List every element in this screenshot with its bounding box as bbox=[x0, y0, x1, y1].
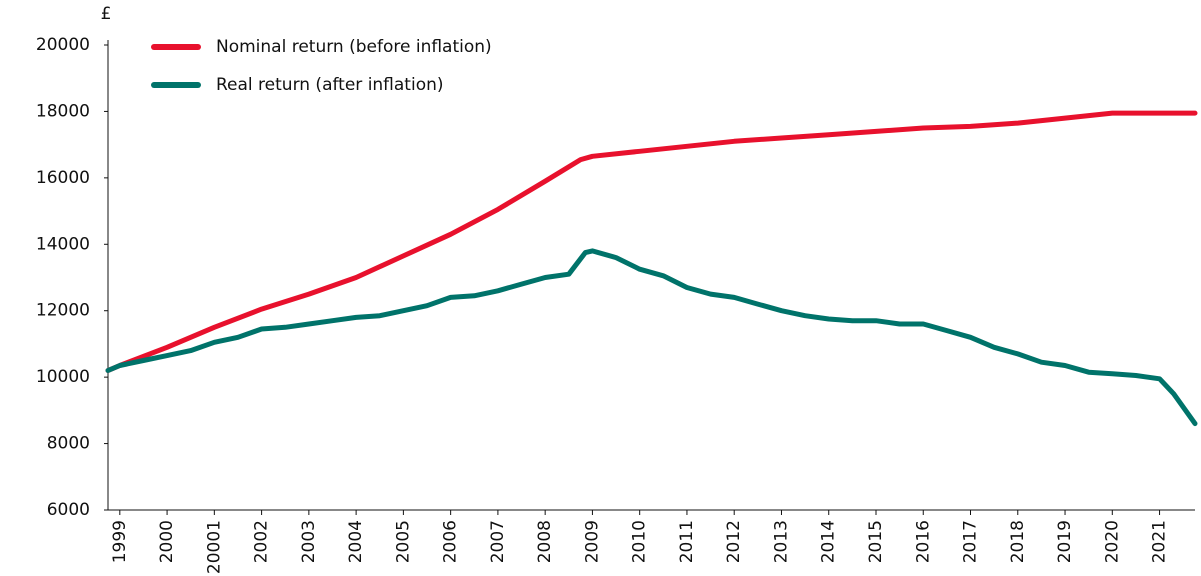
x-tick-label: 2015 bbox=[866, 520, 886, 563]
x-tick-label: 2014 bbox=[819, 520, 839, 563]
y-tick-label: 14000 bbox=[36, 234, 90, 254]
y-tick-label: 20000 bbox=[36, 35, 90, 55]
x-tick-label: 2000 bbox=[157, 520, 177, 563]
y-tick-label: 10000 bbox=[36, 367, 90, 387]
x-tick-label: 1999 bbox=[110, 520, 130, 563]
x-tick-label: 2019 bbox=[1055, 520, 1075, 563]
x-tick-label: 2010 bbox=[630, 520, 650, 563]
x-tick-label: 20001 bbox=[204, 520, 224, 574]
y-tick-label: 6000 bbox=[47, 500, 90, 520]
x-tick-label: 2018 bbox=[1008, 520, 1028, 563]
x-tick-label: 2003 bbox=[299, 520, 319, 563]
x-tick-label: 2017 bbox=[961, 520, 981, 563]
x-tick-label: 2011 bbox=[677, 520, 697, 563]
x-tick-label: 2012 bbox=[724, 520, 744, 563]
x-tick-label: 2020 bbox=[1102, 520, 1122, 563]
y-tick-label: 8000 bbox=[47, 434, 90, 454]
legend-label: Nominal return (before inflation) bbox=[216, 37, 492, 57]
y-axis-label: £ bbox=[101, 4, 112, 24]
y-tick-label: 12000 bbox=[36, 301, 90, 321]
x-tick-label: 2009 bbox=[582, 520, 602, 563]
x-tick-label: 2004 bbox=[346, 520, 366, 563]
x-tick-label: 2021 bbox=[1150, 520, 1170, 563]
y-tick-label: 16000 bbox=[36, 168, 90, 188]
legend-label: Real return (after inflation) bbox=[216, 75, 444, 95]
x-tick-label: 2008 bbox=[535, 520, 555, 563]
y-tick-label: 18000 bbox=[36, 101, 90, 121]
x-tick-label: 2002 bbox=[252, 520, 272, 563]
x-tick-label: 2007 bbox=[488, 520, 508, 563]
x-tick-label: 2006 bbox=[441, 520, 461, 563]
x-tick-label: 2016 bbox=[913, 520, 933, 563]
series-line bbox=[105, 110, 1198, 373]
x-tick-label: 2013 bbox=[771, 520, 791, 563]
series-line bbox=[105, 248, 1198, 427]
x-tick-label: 2005 bbox=[393, 520, 413, 563]
